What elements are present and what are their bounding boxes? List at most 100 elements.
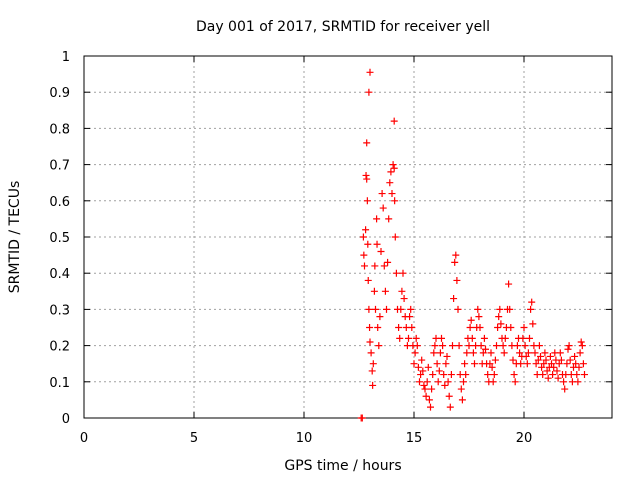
data-point	[359, 233, 367, 241]
data-point	[436, 349, 444, 357]
data-point	[524, 349, 532, 357]
data-point	[457, 385, 465, 393]
data-point	[366, 324, 374, 331]
data-point	[361, 262, 368, 270]
data-point	[420, 381, 428, 389]
data-point	[539, 371, 547, 379]
data-point	[554, 374, 562, 382]
data-point	[400, 295, 408, 303]
data-point	[490, 371, 498, 379]
data-point	[486, 360, 494, 368]
data-point	[417, 371, 425, 379]
data-point	[397, 305, 405, 313]
axis-ticks: 00.10.20.30.40.50.60.70.80.910 5 10 15 20	[49, 50, 612, 446]
data-point	[550, 363, 558, 371]
data-point	[385, 215, 393, 223]
y-tick-label: 0.8	[49, 122, 70, 137]
data-point	[427, 403, 434, 411]
data-point	[429, 371, 437, 379]
data-point	[365, 88, 373, 96]
data-point	[461, 360, 469, 368]
data-point	[396, 334, 404, 342]
data-point	[460, 378, 467, 386]
data-point	[360, 251, 368, 259]
y-tick-label: 0	[62, 412, 70, 427]
data-point	[477, 342, 485, 350]
data-point	[540, 360, 548, 368]
data-point	[488, 363, 496, 371]
data-point	[521, 342, 529, 350]
data-point	[374, 324, 382, 331]
data-point	[463, 349, 471, 357]
data-point	[534, 356, 542, 364]
data-point	[581, 371, 588, 379]
data-point	[458, 396, 466, 404]
data-point	[367, 349, 375, 357]
data-point	[384, 258, 392, 266]
data-point	[378, 190, 386, 198]
data-point	[563, 360, 571, 368]
data-point	[566, 356, 574, 364]
y-axis-label: SRMTID / TECUs	[7, 181, 23, 294]
data-point	[496, 305, 504, 313]
data-point	[441, 381, 449, 389]
data-point	[446, 403, 454, 411]
data-point	[387, 168, 395, 176]
data-point	[507, 324, 515, 331]
data-point	[527, 305, 535, 313]
data-point	[389, 161, 397, 169]
data-point	[467, 316, 475, 324]
data-point	[383, 305, 390, 313]
data-point	[442, 360, 450, 368]
data-point	[471, 360, 478, 368]
data-point	[555, 360, 563, 368]
data-point	[418, 356, 426, 364]
data-point	[538, 363, 546, 371]
y-tick-label: 0.5	[49, 231, 70, 246]
data-point	[371, 262, 379, 270]
data-point	[549, 371, 557, 379]
chart-title: Day 001 of 2017, SRMTID for receiver yel…	[196, 19, 490, 35]
data-point	[366, 68, 374, 76]
data-point	[497, 320, 505, 328]
y-tick-label: 0.7	[49, 159, 70, 174]
data-point	[408, 324, 416, 331]
data-point	[435, 367, 443, 375]
data-point	[479, 349, 487, 357]
y-tick-label: 0.9	[49, 86, 70, 101]
x-tick-label: 10	[296, 431, 313, 446]
data-point	[455, 342, 463, 350]
data-point	[506, 305, 514, 313]
data-point	[390, 164, 398, 172]
data-point	[564, 345, 572, 353]
data-point	[439, 342, 447, 350]
data-point	[414, 363, 422, 371]
data-point	[491, 356, 499, 364]
data-point	[509, 356, 517, 364]
data-point	[493, 342, 500, 350]
data-point	[557, 356, 565, 364]
data-point	[365, 305, 373, 313]
data-point	[574, 378, 582, 386]
data-point	[489, 378, 497, 386]
data-point	[390, 117, 398, 125]
data-point	[560, 378, 568, 386]
data-point	[391, 197, 399, 205]
data-point	[373, 240, 381, 248]
data-point	[546, 352, 554, 360]
data-point	[419, 367, 427, 375]
data-point	[421, 385, 429, 393]
data-point	[391, 233, 399, 241]
data-points	[357, 68, 588, 422]
data-point	[362, 226, 370, 234]
data-point	[410, 360, 418, 368]
data-point	[501, 334, 509, 342]
data-point	[370, 287, 378, 295]
data-point	[511, 378, 519, 386]
data-point	[364, 276, 372, 284]
data-point	[416, 378, 423, 386]
data-point	[542, 356, 550, 364]
data-point	[476, 324, 484, 331]
data-point	[375, 342, 383, 350]
